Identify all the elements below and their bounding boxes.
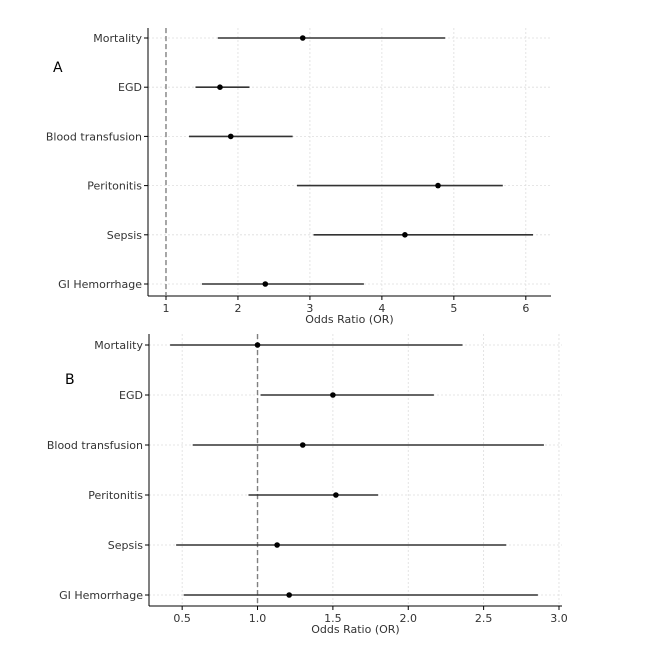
y-tick-label-4: Sepsis	[107, 229, 143, 242]
x-tick-label-1: 2	[234, 302, 241, 315]
x-tick-label-0: 0.5	[173, 612, 191, 625]
y-tick-label-0: Mortality	[94, 339, 143, 352]
y-tick-label-1: EGD	[119, 389, 143, 402]
panel-letter: A	[53, 60, 63, 76]
x-axis-title: Odds Ratio (OR)	[305, 313, 393, 326]
y-tick-label-4: Sepsis	[108, 539, 144, 552]
or-point-5	[262, 281, 269, 287]
panel-b: 0.5 1.0 1.5 2.0 2.5 3.0 Odds Ratio (OR) Mortali…	[47, 334, 568, 636]
or-point-3	[333, 492, 339, 498]
or-point-4	[402, 232, 408, 238]
y-tick-label-5: GI Hemorrhage	[58, 278, 142, 291]
x-tick-label-0: 1	[162, 302, 169, 315]
x-tick-label-4: 2.5	[475, 612, 493, 625]
y-tick-label-3: Peritonitis	[87, 180, 142, 193]
or-point-0	[299, 35, 306, 41]
x-tick-label-3: 2.0	[400, 612, 418, 625]
x-tick-label-2: 1.5	[324, 612, 342, 625]
y-tick-label-0: Mortality	[93, 32, 142, 45]
or-point-0	[254, 342, 261, 348]
or-point-2	[299, 442, 306, 448]
y-tick-label-5: GI Hemorrhage	[59, 589, 143, 602]
x-tick-label-4: 5	[450, 302, 457, 315]
or-point-4	[274, 542, 280, 548]
y-tick-label-3: Peritonitis	[88, 489, 143, 502]
or-point-1	[217, 84, 223, 90]
x-tick-label-5: 3.0	[550, 612, 568, 625]
x-tick-label-1: 1.0	[249, 612, 267, 625]
or-point-3	[435, 182, 441, 189]
or-point-5	[286, 592, 292, 598]
y-tick-label-2: Blood transfusion	[47, 439, 143, 452]
x-tick-label-3: 4	[378, 302, 385, 315]
or-point-2	[227, 133, 234, 140]
x-tick-label-5: 6	[522, 302, 529, 315]
y-tick-label-1: EGD	[118, 81, 142, 94]
panel-letter: B	[65, 372, 75, 388]
y-tick-label-2: Blood transfusion	[46, 130, 142, 143]
x-axis-title: Odds Ratio (OR)	[311, 623, 399, 636]
or-point-1	[330, 392, 336, 398]
panel-a: 1 2 3 4 5 6 Odds Ratio (OR) Mortality EGD Blood t…	[46, 28, 551, 326]
x-tick-label-2: 3	[306, 302, 313, 315]
